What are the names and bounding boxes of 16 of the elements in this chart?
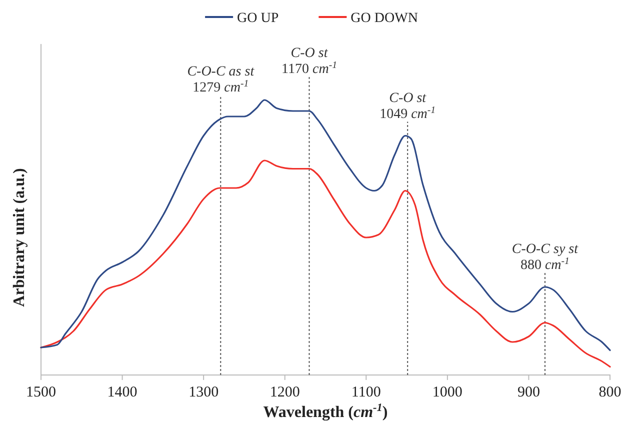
- x-tick-label: 1300: [188, 384, 219, 400]
- x-axis-title: Wavelength (cm$^{-1}$): [263, 402, 388, 421]
- ref-line-label: C-O-C as st 1279 cm$^{-1}$: [187, 64, 256, 96]
- ref-line-label: C-O st 1049 cm$^{-1}$: [380, 90, 436, 122]
- x-tick-label: 1200: [270, 384, 300, 400]
- y-axis-title: Arbitrary unit (a.u.): [11, 168, 28, 307]
- x-tick-label: 800: [598, 384, 622, 400]
- ref-line-label: C-O st 1170 cm$^{-1}$: [282, 46, 337, 77]
- x-tick-label: 1100: [351, 384, 381, 400]
- x-tick-label: 1000: [432, 384, 462, 400]
- ref-line-label: C-O-C sy st 880 cm$^{-1}$: [512, 242, 580, 273]
- x-tick-label: 1400: [107, 384, 138, 400]
- legend-label: GO UP: [237, 11, 279, 26]
- legend-label: GO DOWN: [350, 11, 418, 26]
- x-tick-label: 1500: [26, 384, 56, 400]
- x-tick-label: 900: [517, 384, 540, 400]
